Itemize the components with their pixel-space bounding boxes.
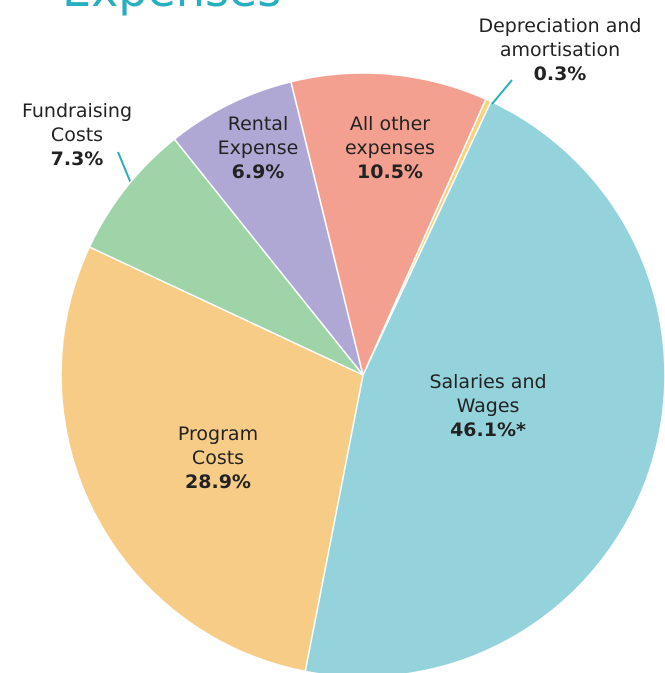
slices bbox=[60, 72, 665, 673]
pie-slice bbox=[60, 245, 364, 673]
value-label: 46.1%* bbox=[450, 419, 526, 441]
slice-label: Salaries and Wages bbox=[429, 371, 546, 417]
value-label: 6.9% bbox=[232, 161, 285, 183]
leader-line bbox=[117, 151, 133, 187]
slice-label: All other expenses bbox=[345, 113, 435, 159]
value-label: 7.3% bbox=[51, 148, 104, 170]
value-label: 28.9% bbox=[185, 471, 251, 493]
pie-slice bbox=[290, 72, 487, 378]
slice-label: Fundraising Costs bbox=[22, 100, 132, 146]
leader-line bbox=[491, 79, 513, 105]
slice-label: Depreciation and amortisation bbox=[478, 15, 641, 61]
slice-label: Rental Expense bbox=[218, 113, 299, 159]
pie-slice bbox=[173, 80, 364, 376]
pie-slice bbox=[88, 138, 364, 376]
value-label: 0.3% bbox=[534, 63, 587, 85]
chart-title: Expenses bbox=[62, 0, 281, 17]
value-label: 10.5% bbox=[357, 161, 423, 183]
pie-slice bbox=[304, 100, 665, 673]
slice-label: Program Costs bbox=[178, 423, 258, 469]
